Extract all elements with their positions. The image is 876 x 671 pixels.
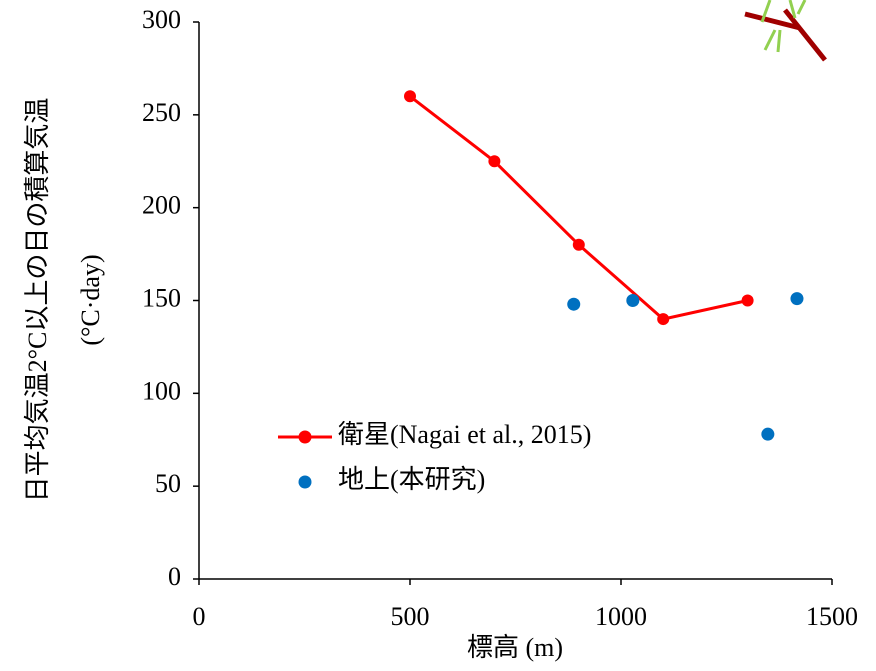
y-axis-label: 日平均気温2°C以上の日の積算気温 (23, 98, 52, 503)
y-tick-label: 50 (155, 469, 181, 498)
y-tick-label: 250 (142, 98, 181, 127)
y-tick-label: 150 (142, 283, 181, 312)
page: 標高 (m) 日平均気温2°C以上の日の積算気温 (°C·day) 0 50 100… (0, 0, 876, 671)
legend-label: 衛星(Nagai et al., 2015) (338, 420, 591, 449)
chart: 標高 (m) 日平均気温2°C以上の日の積算気温 (°C·day) 0 50 100… (0, 0, 876, 671)
scatter-point (626, 294, 639, 307)
line-marker (657, 313, 669, 325)
line-marker (573, 239, 585, 251)
scatter-point (567, 298, 580, 311)
decorative-icon (745, 0, 825, 60)
line-marker (488, 155, 500, 167)
x-tick-label: 1000 (595, 602, 647, 631)
scatter-point (761, 428, 774, 441)
x-tick-label: 1500 (806, 602, 858, 631)
y-tick-label: 100 (142, 376, 181, 405)
x-tick-label: 0 (193, 602, 206, 631)
x-axis-label: 標高 (m) (467, 633, 563, 662)
x-tick-label: 500 (391, 602, 430, 631)
scatter-point (790, 292, 803, 305)
y-axis-label: (°C·day) (76, 254, 105, 345)
legend-marker (299, 476, 312, 489)
legend-label: 地上(本研究) (338, 465, 485, 494)
y-tick-label: 200 (142, 191, 181, 220)
y-tick-label: 0 (168, 562, 181, 591)
series-line (410, 96, 748, 319)
legend-marker (299, 431, 312, 444)
line-marker (404, 90, 416, 102)
line-marker (742, 295, 754, 307)
y-tick-label: 300 (142, 5, 181, 34)
